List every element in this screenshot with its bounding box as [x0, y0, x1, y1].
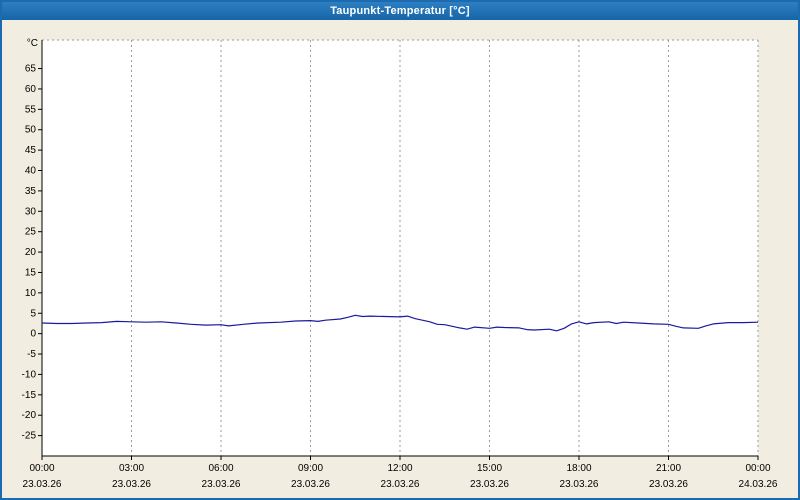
- x-date-label: 23.03.26: [112, 479, 151, 490]
- window-title: Taupunkt-Temperatur [°C]: [330, 5, 470, 17]
- y-tick-label: 5: [30, 308, 36, 319]
- y-tick-label: -5: [27, 349, 36, 360]
- plot-background: [42, 40, 758, 456]
- x-date-label: 23.03.26: [649, 479, 688, 490]
- x-date-label: 23.03.26: [560, 479, 599, 490]
- y-tick-label: -25: [22, 431, 37, 442]
- y-tick-label: 55: [25, 104, 37, 115]
- x-tick-label: 03:00: [119, 463, 144, 474]
- y-tick-label: 45: [25, 145, 37, 156]
- y-tick-label: -15: [22, 390, 37, 401]
- y-tick-label: 0: [30, 329, 36, 340]
- x-tick-label: 18:00: [566, 463, 591, 474]
- y-tick-label: 20: [25, 247, 37, 258]
- x-tick-label: 00:00: [29, 463, 54, 474]
- x-date-label: 23.03.26: [23, 479, 62, 490]
- y-tick-label: 50: [25, 125, 37, 136]
- y-tick-label: 65: [25, 64, 37, 75]
- y-tick-label: 60: [25, 84, 37, 95]
- x-tick-label: 06:00: [208, 463, 233, 474]
- y-tick-label: 10: [25, 288, 37, 299]
- x-tick-label: 15:00: [477, 463, 502, 474]
- y-tick-label: 15: [25, 267, 37, 278]
- y-tick-label: -10: [22, 369, 37, 380]
- x-tick-label: 00:00: [745, 463, 770, 474]
- y-axis-unit-label: °C: [27, 38, 38, 49]
- y-tick-label: 25: [25, 227, 37, 238]
- x-date-label: 23.03.26: [470, 479, 509, 490]
- x-date-label: 23.03.26: [202, 479, 241, 490]
- chart-area: 00:00 23.03.26 03:00 23.03.26 06:00 23.03.26 0…: [2, 20, 798, 498]
- x-tick-label: 09:00: [298, 463, 323, 474]
- y-tick-label: 35: [25, 186, 37, 197]
- x-date-label: 23.03.26: [291, 479, 330, 490]
- y-tick-label: -20: [22, 410, 37, 421]
- y-tick-label: 30: [25, 206, 37, 217]
- dewpoint-chart: 00:00 23.03.26 03:00 23.03.26 06:00 23.03.26 0…: [22, 38, 778, 490]
- y-tick-label: 40: [25, 166, 37, 177]
- titlebar[interactable]: Taupunkt-Temperatur [°C]: [2, 2, 798, 20]
- x-tick-label: 21:00: [656, 463, 681, 474]
- x-date-label: 24.03.26: [739, 479, 778, 490]
- dewpoint-line: [41, 314, 759, 332]
- x-tick-label: 12:00: [387, 463, 412, 474]
- x-date-label: 23.03.26: [381, 479, 420, 490]
